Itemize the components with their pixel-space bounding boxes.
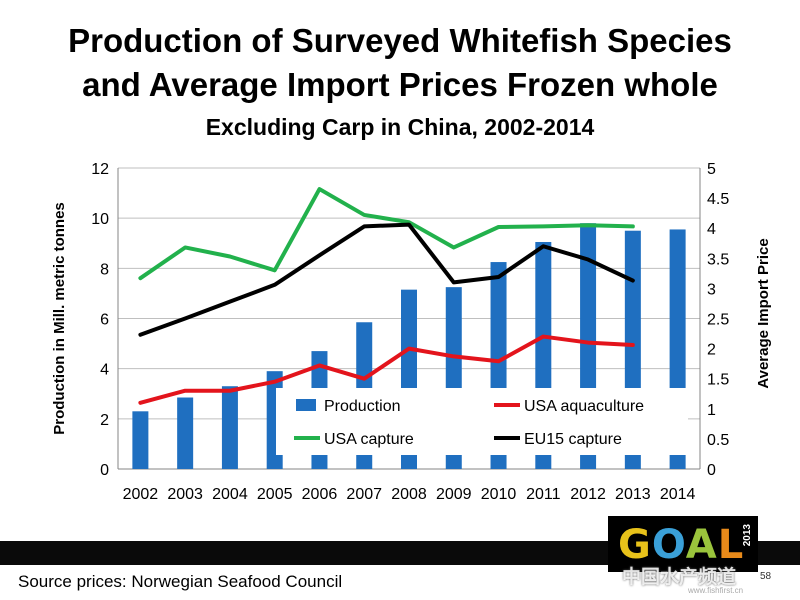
- x-tick-label: 2003: [167, 486, 203, 503]
- y-tick-label-right: 1.5: [707, 372, 729, 389]
- legend-swatch: [296, 399, 316, 411]
- slide-title-line2: and Average Import Prices Frozen whole: [82, 66, 718, 103]
- goal-logo-text: GOAL: [618, 522, 745, 568]
- series-line-usa-aquaculture: [138, 334, 635, 405]
- slide-title-line1: Production of Surveyed Whitefish Species: [68, 22, 732, 59]
- y-tick-label-right: 3.5: [707, 251, 729, 268]
- y-tick-label-left: 10: [91, 211, 109, 228]
- goal-logo: GOAL 2013: [608, 516, 758, 572]
- y-tick-label-right: 0: [707, 462, 716, 479]
- x-tick-label: 2009: [436, 486, 472, 503]
- y-axis-label-left: Production in Mill. metric tonnes: [51, 202, 68, 435]
- y-tick-label-left: 2: [100, 412, 109, 429]
- x-tick-label: 2005: [257, 486, 293, 503]
- x-tick-label: 2014: [660, 486, 696, 503]
- x-tick-label: 2010: [481, 486, 517, 503]
- x-tick-label: 2012: [570, 486, 606, 503]
- source-note: Source prices: Norwegian Seafood Council: [18, 572, 343, 591]
- legend-label: Production: [324, 398, 401, 415]
- x-tick-label: 2013: [615, 486, 651, 503]
- y-tick-label-right: 3: [707, 281, 716, 298]
- legend-label: USA capture: [324, 431, 414, 448]
- x-tick-label: 2011: [526, 486, 561, 503]
- y-tick-label-right: 5: [707, 161, 716, 178]
- y-tick-label-right: 4.5: [707, 191, 729, 208]
- legend-label: USA aquaculture: [524, 398, 644, 415]
- y-tick-label-left: 8: [100, 261, 109, 278]
- y-tick-label-left: 12: [91, 161, 109, 178]
- y-tick-label-right: 0.5: [707, 432, 729, 449]
- y-tick-label-right: 1: [707, 402, 716, 419]
- series-line-usa-capture: [138, 187, 635, 281]
- chart-subtitle: Excluding Carp in China, 2002-2014: [205, 114, 595, 140]
- slide-number: 58: [760, 571, 772, 582]
- x-tick-label: 2002: [123, 486, 159, 503]
- x-tick-label: 2006: [302, 486, 338, 503]
- chart: 0 2 4 6 8 10 12 0 0.5 1 1.5 2 2.5 3 3.5 4 4.5 5 2002 2003 20…: [51, 161, 772, 503]
- y-tick-label-right: 2: [707, 342, 716, 359]
- y-tick-label-right: 2.5: [707, 312, 729, 329]
- bar-production: [132, 411, 149, 469]
- x-tick-label: 2007: [346, 486, 382, 503]
- legend-box: [276, 388, 688, 455]
- x-tick-label: 2004: [212, 486, 248, 503]
- series-line-eu15-capture: [138, 222, 635, 337]
- x-tick-label: 2008: [391, 486, 427, 503]
- watermark-url: www.fishfirst.cn: [688, 586, 744, 595]
- legend-label: EU15 capture: [524, 431, 622, 448]
- y-tick-label-left: 6: [100, 312, 109, 329]
- y-tick-label-left: 0: [100, 462, 109, 479]
- y-tick-label-left: 4: [100, 362, 109, 379]
- watermark: 中国水产频道: [622, 566, 737, 588]
- bar-production: [221, 386, 238, 469]
- bar-production: [177, 397, 194, 469]
- y-tick-label-right: 4: [707, 221, 716, 238]
- goal-logo-year: 2013: [742, 524, 753, 547]
- y-axis-label-right: Average Import Price: [755, 238, 772, 388]
